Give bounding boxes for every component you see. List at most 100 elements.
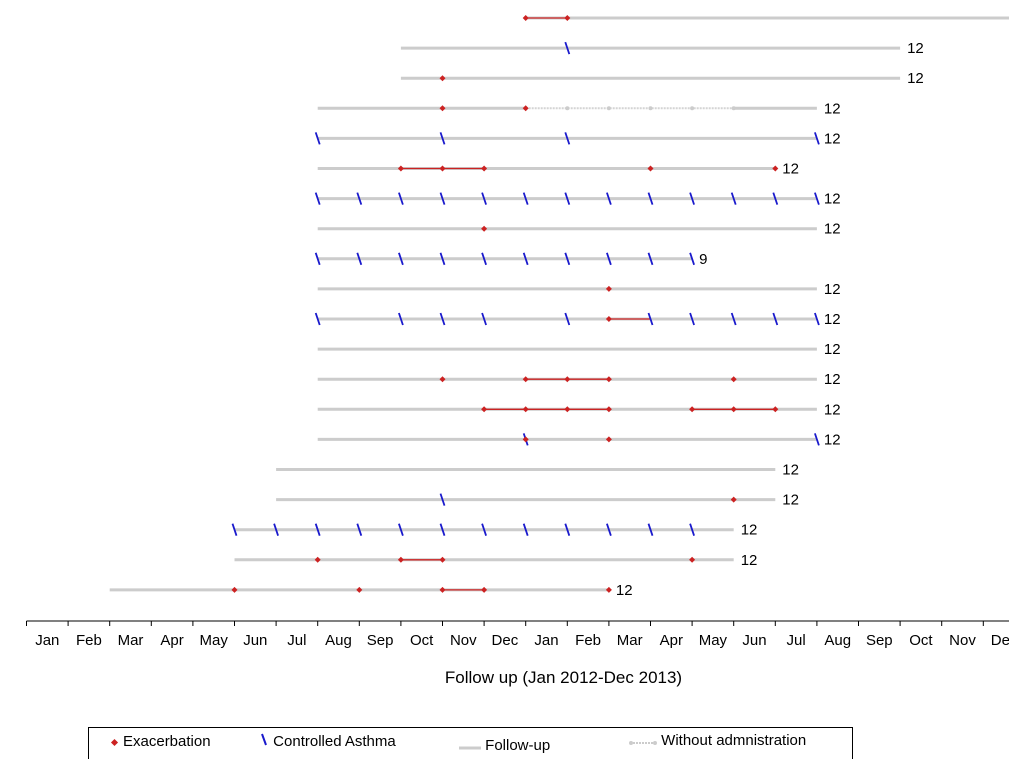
exacerbation-point	[730, 406, 737, 413]
x-tick-label: May	[200, 632, 229, 649]
x-tick-label: Mar	[617, 632, 643, 649]
controlled-asthma-mark	[356, 192, 363, 205]
controlled-asthma-mark	[606, 252, 612, 266]
x-tick-label: Aug	[824, 632, 851, 649]
timeline-row: 12	[317, 401, 841, 418]
exacerbation-point	[397, 556, 404, 563]
x-tick-label: Jun	[742, 632, 766, 649]
controlled-asthma-mark	[439, 252, 446, 266]
controlled-asthma-mark	[273, 523, 279, 536]
controlled-asthma-mark	[564, 312, 571, 326]
controlled-asthma-mark	[814, 132, 820, 145]
x-tick-label: Jul	[287, 632, 306, 649]
timeline-row: 12	[400, 70, 924, 87]
timeline-row: 12	[109, 582, 633, 599]
exacerbation-point	[522, 15, 529, 21]
timeline-row: 12	[314, 191, 841, 208]
timeline-row: 12	[276, 462, 799, 479]
exacerbation-point	[522, 406, 529, 413]
exacerbation-point	[439, 556, 446, 563]
controlled-asthma-mark	[772, 312, 779, 326]
x-tick-label: Nov	[450, 632, 477, 649]
without-administration-point	[606, 106, 611, 111]
row-count-label: 12	[741, 552, 758, 569]
row-count-label: 12	[824, 311, 841, 328]
exacerbation-point	[564, 406, 571, 413]
controlled-asthma-mark	[481, 192, 487, 205]
controlled-asthma-mark	[398, 252, 404, 266]
controlled-asthma-mark	[398, 192, 404, 205]
without-administration-point	[648, 106, 653, 111]
x-tick-label: Jan	[35, 632, 59, 649]
legend-label-without-administration: Without admnistration	[661, 732, 807, 749]
row-count-label: 12	[907, 70, 924, 87]
controlled-asthma-mark	[439, 192, 446, 205]
controlled-asthma-mark	[689, 192, 695, 205]
controlled-asthma-mark	[481, 523, 487, 536]
exacerbation-point	[397, 165, 404, 172]
exacerbation-point	[522, 105, 529, 112]
exacerbation-point	[439, 376, 446, 383]
timeline-row: 12	[317, 221, 841, 238]
exacerbation-point	[689, 556, 696, 563]
exacerbation-point	[605, 406, 612, 413]
controlled-asthma-mark	[439, 132, 446, 145]
controlled-asthma-mark	[481, 252, 487, 266]
controlled-asthma-mark	[689, 252, 695, 266]
without-administration-point	[690, 106, 695, 111]
controlled-asthma-mark	[564, 192, 571, 205]
exacerbation-point	[730, 496, 737, 503]
controlled-asthma-mark	[730, 312, 737, 326]
exacerbation-point	[356, 586, 363, 593]
exacerbation-point	[605, 316, 612, 322]
timeline-row: 12	[400, 40, 924, 57]
controlled-asthma-mark	[814, 312, 820, 326]
row-count-label: 12	[907, 40, 924, 57]
exacerbation-point	[564, 15, 571, 21]
followup-line-icon	[459, 738, 481, 755]
x-axis: Jan Feb Mar Apr May Jun Jul Aug Sep Oct Nov Dec Jan F…	[26, 620, 1009, 649]
controlled-asthma-mark	[730, 192, 737, 205]
legend-label-exacerbation: Exacerbation	[123, 733, 211, 750]
controlled-asthma-mark	[314, 523, 321, 536]
x-tick-label: Feb	[575, 632, 601, 649]
controlled-asthma-mark	[314, 132, 321, 145]
row-count-label: 12	[824, 401, 841, 418]
exacerbation-point	[231, 586, 238, 593]
timeline-rows: 12 12 12 12 12 12 12 12 9 12 12 12 12 12 12 12 12 12 12 12	[109, 15, 1009, 599]
controlled-asthma-mark	[647, 312, 654, 326]
x-tick-label: Feb	[76, 632, 102, 649]
controlled-asthma-mark	[814, 433, 820, 446]
timeline-row: 12	[231, 522, 757, 539]
x-tick-label: Oct	[410, 632, 434, 649]
exacerbation-point	[605, 376, 612, 383]
timeline-row: 12	[276, 492, 799, 509]
legend: Exacerbation Controlled Asthma Follow-up…	[88, 727, 853, 759]
exacerbation-point	[605, 436, 612, 443]
controlled-marker-icon	[259, 733, 269, 751]
row-count-label: 12	[824, 221, 841, 238]
exacerbation-point	[772, 406, 779, 413]
exacerbation-point	[564, 376, 571, 383]
exacerbation-point	[605, 285, 612, 292]
row-count-label: 12	[782, 161, 799, 178]
exacerbation-point	[481, 225, 488, 232]
x-tick-label: Sep	[367, 632, 394, 649]
x-tick-label: Sep	[866, 632, 893, 649]
controlled-asthma-mark	[606, 523, 612, 536]
controlled-asthma-mark	[439, 523, 446, 536]
controlled-asthma-mark	[522, 192, 529, 205]
legend-item-followup: Follow-up	[459, 737, 550, 755]
x-tick-label: Oct	[909, 632, 933, 649]
controlled-asthma-mark	[481, 312, 487, 326]
timeline-row: 12	[317, 281, 841, 298]
controlled-asthma-mark	[522, 252, 529, 266]
controlled-asthma-mark	[564, 523, 571, 536]
without-administration-line-icon	[629, 733, 657, 750]
without-administration-point	[731, 106, 736, 111]
x-tick-label: Jan	[534, 632, 558, 649]
timeline-row: 12	[317, 341, 841, 358]
x-tick-label: Apr	[160, 632, 183, 649]
exacerbation-point	[481, 165, 488, 172]
timeline-row: 12	[317, 100, 841, 117]
